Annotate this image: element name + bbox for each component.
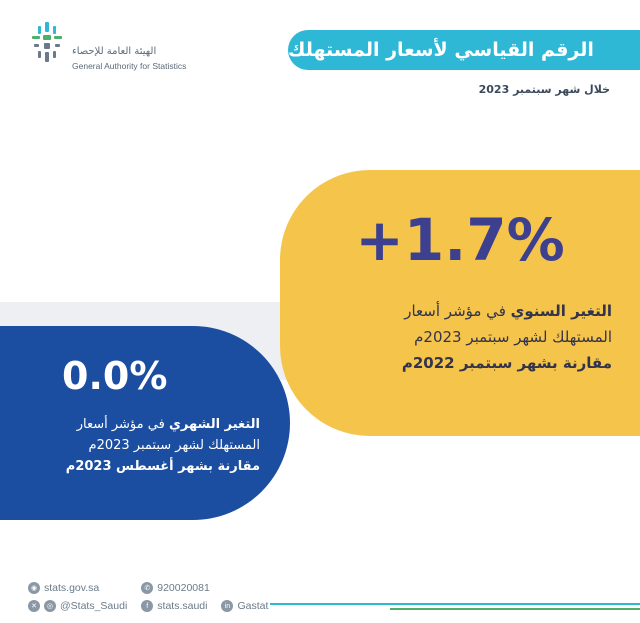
monthly-change-label: التغير الشهري [168, 417, 260, 432]
linkedin-icon: in [221, 600, 234, 612]
annual-change-value: +1.7% [355, 206, 565, 274]
gastat-emblem-icon [32, 22, 62, 62]
monthly-change-card: 0.0% التغير الشهري في مؤشر أسعار المستهل… [0, 326, 290, 520]
phone-text: 920020081 [157, 582, 210, 594]
annual-change-label-rest: في مؤشر أسعار [404, 302, 511, 320]
decorative-line-cyan [270, 603, 640, 605]
annual-change-description: التغير السنوي في مؤشر أسعار المستهلك لشه… [312, 298, 612, 376]
annual-change-card: +1.7% التغير السنوي في مؤشر أسعار المسته… [280, 170, 640, 436]
logo-arabic-text: الهيئة العامة للإحصاء [72, 46, 157, 57]
social-handle-text: @Stats_Saudi [60, 600, 128, 612]
page-title: الرقم القياسي لأسعار المستهلك [288, 30, 640, 70]
monthly-change-label-rest: في مؤشر أسعار [76, 417, 169, 432]
annual-change-line3: مقارنة بشهر سبتمبر 2022م [401, 354, 612, 372]
website-link[interactable]: ◉ stats.gov.sa [28, 582, 99, 594]
annual-change-label: التغير السنوي [510, 302, 612, 320]
x-icon: ✕ [28, 600, 40, 612]
monthly-change-value: 0.0% [62, 354, 168, 398]
linkedin-text: Gastat [237, 600, 269, 612]
phone-icon: ✆ [141, 582, 154, 594]
footer-contacts: ◉ stats.gov.sa ✆ 920020081 ✕ ◎ @Stats_Sa… [28, 582, 358, 622]
phone-link[interactable]: ✆ 920020081 [141, 582, 210, 594]
monthly-change-description: التغير الشهري في مؤشر أسعار المستهلك لشه… [20, 414, 260, 477]
decorative-line-green [390, 608, 640, 610]
logo-english-text: General Authority for Statistics [72, 61, 187, 71]
facebook-icon: f [141, 600, 154, 612]
instagram-icon: ◎ [44, 600, 56, 612]
monthly-change-line2: المستهلك لشهر سبتمبر 2023م [88, 438, 261, 453]
annual-change-line2: المستهلك لشهر سبتمبر 2023م [414, 328, 612, 346]
social-link[interactable]: ✕ ◎ @Stats_Saudi [28, 600, 127, 612]
facebook-text: stats.saudi [157, 600, 208, 612]
facebook-link[interactable]: f stats.saudi [141, 600, 207, 612]
globe-icon: ◉ [28, 582, 40, 594]
page-subtitle: خلال شهر سبتمبر 2023 [478, 83, 610, 96]
website-text: stats.gov.sa [44, 582, 100, 594]
linkedin-link[interactable]: in Gastat [221, 600, 268, 612]
gastat-logo: الهيئة العامة للإحصاء General Authority … [28, 20, 228, 80]
monthly-change-line3: مقارنة بشهر أغسطس 2023م [65, 459, 260, 474]
